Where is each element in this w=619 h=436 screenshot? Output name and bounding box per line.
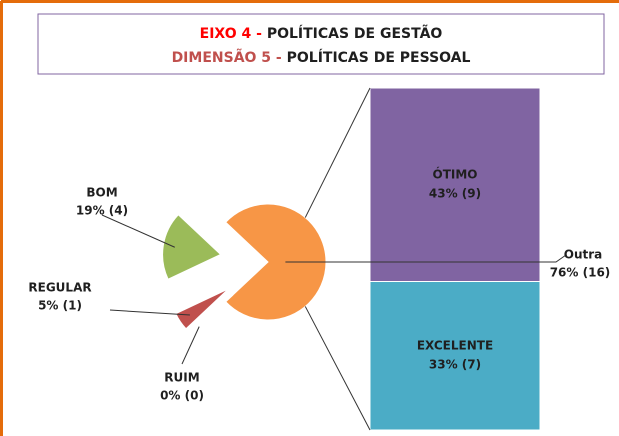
- leader-line: [285, 254, 567, 263]
- title-part: POLÍTICAS DE PESSOAL: [287, 49, 471, 66]
- leader-line: [109, 309, 190, 316]
- pie-value-label: 76% (16): [550, 266, 611, 280]
- pie-value-label: 5% (1): [38, 299, 82, 313]
- bar-value-label: 33% (7): [429, 357, 481, 371]
- title-line: DIMENSÃO 5 - POLÍTICAS DE PESSOAL: [172, 49, 471, 66]
- bar-label: ÓTIMO: [433, 166, 478, 181]
- title-part: POLÍTICAS DE GESTÃO: [267, 25, 443, 42]
- title-part: EIXO 4 -: [200, 26, 267, 42]
- bar-segment: [369, 87, 541, 282]
- bar-value-label: 43% (9): [429, 186, 481, 200]
- title-line: EIXO 4 - POLÍTICAS DE GESTÃO: [200, 25, 443, 42]
- leader-line: [101, 214, 175, 248]
- pie-slice: [162, 214, 222, 280]
- bar-segment: [369, 281, 541, 431]
- pie-label: BOM: [86, 186, 117, 200]
- title-box: [37, 13, 605, 75]
- pie-label: REGULAR: [28, 281, 91, 295]
- pie-value-label: 0% (0): [160, 389, 204, 403]
- pie-label: RUIM: [164, 371, 199, 385]
- title-part: DIMENSÃO 5 -: [172, 49, 287, 66]
- connector-line: [304, 306, 371, 431]
- pie-value-label: 19% (4): [76, 204, 128, 218]
- pie-label: Outra: [564, 248, 603, 262]
- leader-line: [181, 326, 200, 365]
- bar-label: EXCELENTE: [417, 338, 493, 352]
- connector-line: [304, 87, 371, 218]
